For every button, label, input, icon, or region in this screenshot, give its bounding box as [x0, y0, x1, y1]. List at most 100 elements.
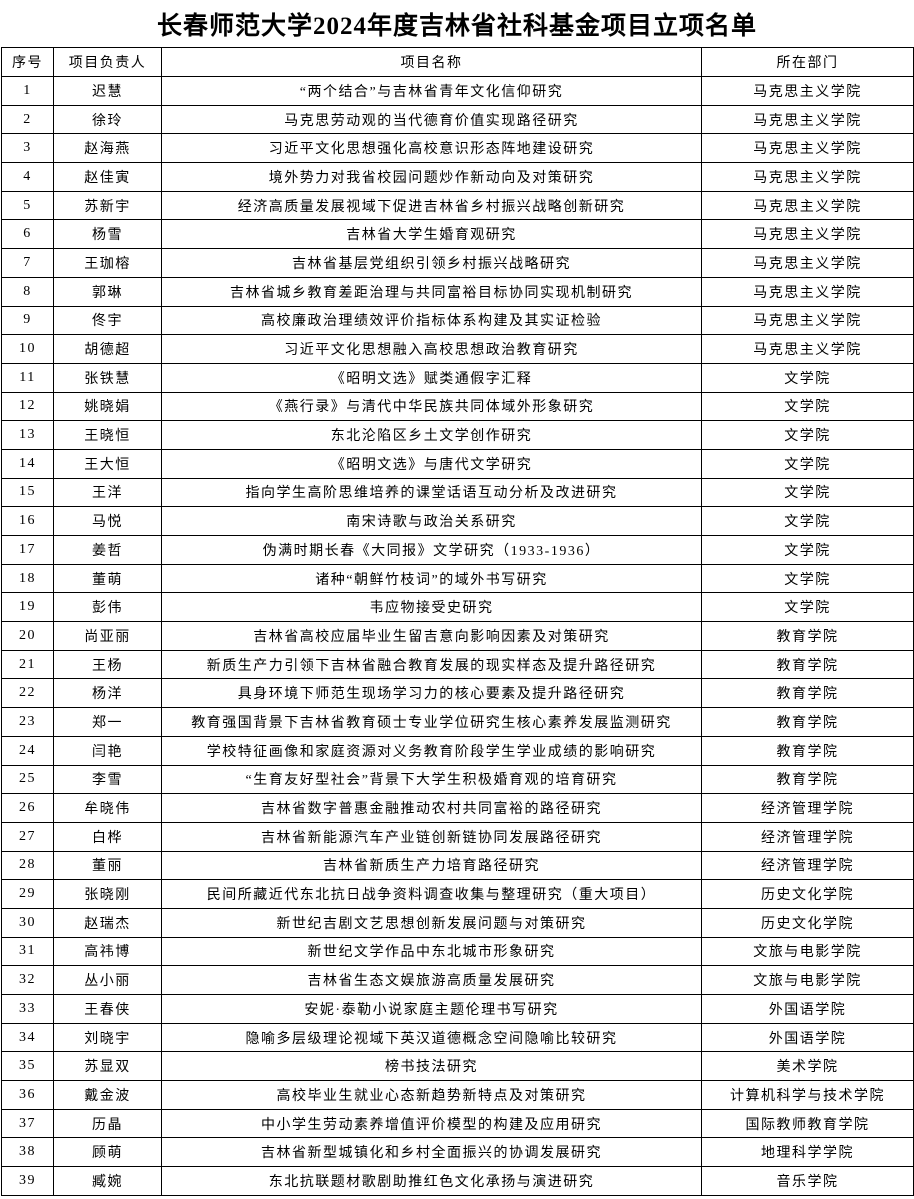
row-number-cell: 31 — [1, 936, 54, 967]
table-row: 37 历晶 中小学生劳动素养增值评价模型的构建及应用研究 国际教师教育学院 — [1, 1108, 914, 1139]
leader-cell: 董萌 — [53, 563, 162, 594]
department-cell: 马克思主义学院 — [701, 133, 914, 164]
row-number-cell: 6 — [1, 219, 54, 250]
row-number-cell: 32 — [1, 965, 54, 995]
row-number-cell: 34 — [1, 1022, 54, 1053]
department-cell: 文学院 — [701, 391, 914, 422]
row-number-cell: 12 — [1, 391, 54, 422]
department-cell: 文学院 — [701, 535, 914, 565]
department-cell: 文旅与电影学院 — [701, 936, 914, 967]
leader-cell: 历晶 — [53, 1108, 162, 1139]
leader-cell: 赵海燕 — [53, 133, 162, 164]
leader-cell: 苏显双 — [53, 1051, 162, 1082]
row-number-cell: 7 — [1, 248, 54, 278]
department-cell: 国际教师教育学院 — [701, 1108, 914, 1139]
table-row: 39 臧婉 东北抗联题材歌剧助推红色文化承扬与演进研究 音乐学院 — [1, 1166, 914, 1196]
project-name-cell: 民间所藏近代东北抗日战争资料调查收集与整理研究（重大项目） — [161, 879, 702, 909]
row-number-cell: 8 — [1, 276, 54, 307]
row-number-cell: 26 — [1, 793, 54, 823]
department-cell: 教育学院 — [701, 735, 914, 766]
department-cell: 马克思主义学院 — [701, 104, 914, 135]
table-row: 31 高祎博 新世纪文学作品中东北城市形象研究 文旅与电影学院 — [1, 936, 914, 967]
department-cell: 历史文化学院 — [701, 879, 914, 909]
row-number-cell: 4 — [1, 162, 54, 192]
project-name-cell: 境外势力对我省校园问题炒作新动向及对策研究 — [161, 162, 702, 192]
department-cell: 文学院 — [701, 420, 914, 450]
table-row: 1 迟慧 “两个结合”与吉林省青年文化信仰研究 马克思主义学院 — [1, 76, 914, 106]
project-name-cell: 习近平文化思想融入高校思想政治教育研究 — [161, 334, 702, 364]
department-cell: 马克思主义学院 — [701, 248, 914, 278]
department-cell: 文学院 — [701, 592, 914, 623]
leader-cell: 戴金波 — [53, 1080, 162, 1110]
project-name-cell: 吉林省新能源汽车产业链创新链协同发展路径研究 — [161, 821, 702, 852]
project-name-cell: 中小学生劳动素养增值评价模型的构建及应用研究 — [161, 1108, 702, 1139]
row-number-cell: 18 — [1, 563, 54, 594]
leader-cell: 杨雪 — [53, 219, 162, 250]
row-number-cell: 33 — [1, 994, 54, 1024]
row-number-cell: 28 — [1, 850, 54, 881]
project-name-cell: 吉林省新质生产力培育路径研究 — [161, 850, 702, 881]
project-name-cell: 高校廉政治理绩效评价指标体系构建及其实证检验 — [161, 305, 702, 336]
table-row: 4 赵佳寅 境外势力对我省校园问题炒作新动向及对策研究 马克思主义学院 — [1, 162, 914, 192]
department-cell: 计算机科学与技术学院 — [701, 1080, 914, 1110]
project-name-cell: 吉林省高校应届毕业生留吉意向影响因素及对策研究 — [161, 621, 702, 651]
leader-cell: 王洋 — [53, 477, 162, 508]
leader-cell: 尚亚丽 — [53, 621, 162, 651]
leader-cell: 王杨 — [53, 649, 162, 680]
project-name-cell: 马克思劳动观的当代德育价值实现路径研究 — [161, 104, 702, 135]
row-number-cell: 19 — [1, 592, 54, 623]
row-number-cell: 20 — [1, 621, 54, 651]
project-name-cell: 吉林省大学生婚育观研究 — [161, 219, 702, 250]
department-cell: 经济管理学院 — [701, 793, 914, 823]
row-number-cell: 24 — [1, 735, 54, 766]
row-number-cell: 15 — [1, 477, 54, 508]
table-row: 13 王晓恒 东北沦陷区乡土文学创作研究 文学院 — [1, 420, 914, 450]
row-number-cell: 17 — [1, 535, 54, 565]
table-row: 29 张晓刚 民间所藏近代东北抗日战争资料调查收集与整理研究（重大项目） 历史文化学院 — [1, 879, 914, 909]
row-number-cell: 27 — [1, 821, 54, 852]
department-cell: 马克思主义学院 — [701, 162, 914, 192]
table-row: 35 苏显双 榜书技法研究 美术学院 — [1, 1051, 914, 1082]
table-row: 2 徐玲 马克思劳动观的当代德育价值实现路径研究 马克思主义学院 — [1, 104, 914, 135]
department-cell: 文学院 — [701, 506, 914, 536]
leader-cell: 赵瑞杰 — [53, 907, 162, 938]
leader-cell: 马悦 — [53, 506, 162, 536]
row-number-cell: 30 — [1, 907, 54, 938]
project-name-cell: “两个结合”与吉林省青年文化信仰研究 — [161, 76, 702, 106]
row-number-cell: 36 — [1, 1080, 54, 1110]
department-cell: 文学院 — [701, 477, 914, 508]
table-row: 28 董丽 吉林省新质生产力培育路径研究 经济管理学院 — [1, 850, 914, 881]
table-row: 18 董萌 诸种“朝鲜竹枝词”的域外书写研究 文学院 — [1, 563, 914, 594]
department-cell: 马克思主义学院 — [701, 276, 914, 307]
row-number-cell: 37 — [1, 1108, 54, 1139]
department-cell: 教育学院 — [701, 649, 914, 680]
row-number-cell: 21 — [1, 649, 54, 680]
table-row: 8 郭琳 吉林省城乡教育差距治理与共同富裕目标协同实现机制研究 马克思主义学院 — [1, 276, 914, 307]
project-name-cell: 《昭明文选》赋类通假字汇释 — [161, 362, 702, 393]
project-name-cell: 吉林省城乡教育差距治理与共同富裕目标协同实现机制研究 — [161, 276, 702, 307]
project-name-cell: 安妮·泰勒小说家庭主题伦理书写研究 — [161, 994, 702, 1024]
department-cell: 教育学院 — [701, 621, 914, 651]
table-row: 17 姜哲 伪满时期长春《大同报》文学研究（1933-1936） 文学院 — [1, 535, 914, 565]
table-row: 19 彭伟 韦应物接受史研究 文学院 — [1, 592, 914, 623]
table-row: 25 李雪 “生育友好型社会”背景下大学生积极婚育观的培育研究 教育学院 — [1, 764, 914, 795]
project-name-cell: 《燕行录》与清代中华民族共同体域外形象研究 — [161, 391, 702, 422]
leader-cell: 李雪 — [53, 764, 162, 795]
leader-cell: 杨洋 — [53, 678, 162, 709]
leader-cell: 姜哲 — [53, 535, 162, 565]
department-cell: 文旅与电影学院 — [701, 965, 914, 995]
row-number-cell: 1 — [1, 76, 54, 106]
leader-cell: 苏新宇 — [53, 190, 162, 221]
project-name-cell: 韦应物接受史研究 — [161, 592, 702, 623]
leader-cell: 彭伟 — [53, 592, 162, 623]
table-row: 12 姚晓娟 《燕行录》与清代中华民族共同体域外形象研究 文学院 — [1, 391, 914, 422]
row-number-cell: 2 — [1, 104, 54, 135]
department-cell: 外国语学院 — [701, 1022, 914, 1053]
row-number-cell: 3 — [1, 133, 54, 164]
department-cell: 马克思主义学院 — [701, 219, 914, 250]
header-project-leader: 项目负责人 — [53, 47, 162, 77]
leader-cell: 姚晓娟 — [53, 391, 162, 422]
row-number-cell: 29 — [1, 879, 54, 909]
leader-cell: 臧婉 — [53, 1166, 162, 1196]
